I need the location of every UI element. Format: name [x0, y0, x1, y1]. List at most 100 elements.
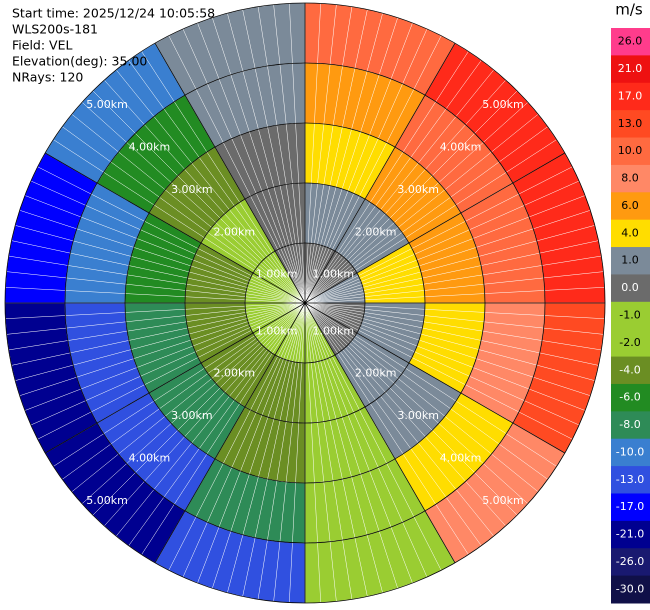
- range-label: 1.00km: [312, 324, 354, 337]
- colorbar-box: [611, 219, 650, 248]
- ray-gap: [212, 17, 306, 304]
- ray-gap: [304, 3, 321, 304]
- ray-gap: [182, 302, 306, 578]
- ray-gap: [273, 302, 306, 602]
- colorbar-box: [611, 301, 650, 330]
- ray-gap: [304, 166, 573, 304]
- ray-gap: [5, 302, 306, 319]
- ray-gap: [37, 166, 306, 304]
- header: Start time: 2025/12/24 10:05:58WLS200s-1…: [12, 6, 215, 85]
- ray-gap: [304, 126, 548, 304]
- ray-gap: [304, 90, 518, 304]
- ray-gap: [257, 302, 306, 600]
- ray-gap: [24, 302, 306, 411]
- ray-gap: [81, 102, 306, 304]
- ray-gap: [304, 9, 368, 304]
- ray-gap: [304, 302, 368, 597]
- ray-gap: [304, 302, 518, 516]
- colorbar-label: 4.0: [621, 226, 639, 239]
- colorbar-label: 17.0: [618, 89, 643, 102]
- ray-gap: [24, 195, 306, 304]
- range-label: 5.00km: [482, 494, 524, 507]
- ray-gap: [304, 79, 506, 304]
- ray-gap: [53, 139, 306, 304]
- range-label: 3.00km: [397, 183, 439, 196]
- colorbar-label: -8.0: [619, 418, 640, 431]
- colorbar-box: [611, 110, 650, 139]
- ray-gap: [304, 302, 413, 584]
- ray-gap: [92, 302, 306, 516]
- ray-gap: [15, 225, 306, 304]
- range-label: 4.00km: [129, 452, 171, 465]
- colorbar-label: -2.0: [619, 336, 640, 349]
- colorbar: m/s 26.0 21.0 17.0 13.0 10.0 8.0 6.0 4.0 1.0 0.0 -1…: [611, 1, 650, 604]
- ray-gap: [62, 126, 306, 304]
- ray-gap: [304, 60, 482, 304]
- ray-gap: [304, 302, 494, 537]
- ray-gap: [168, 35, 306, 304]
- ray-gap: [81, 302, 306, 504]
- colorbar-label: 8.0: [621, 172, 639, 185]
- ray-gap: [304, 302, 580, 426]
- ray-gap: [304, 302, 398, 589]
- ray-gap: [304, 302, 482, 546]
- ray-gap: [227, 13, 306, 304]
- colorbar-label: -26.0: [616, 555, 644, 568]
- colorbar-box: [611, 466, 650, 494]
- ray-gap: [19, 302, 306, 396]
- colorbar-label: 13.0: [618, 117, 643, 130]
- range-label: 2.00km: [214, 367, 256, 380]
- header-line: NRays: 120: [12, 70, 83, 85]
- ray-gap: [116, 302, 306, 537]
- ray-gap: [304, 302, 595, 381]
- range-label: 1.00km: [256, 324, 298, 337]
- ray-gap: [212, 302, 306, 589]
- ray-gap: [304, 302, 557, 467]
- header-line: Start time: 2025/12/24 10:05:58: [12, 6, 215, 21]
- colorbar-box: [611, 247, 650, 275]
- ray-gap: [304, 302, 591, 396]
- ray-gap: [304, 180, 580, 304]
- ray-gap: [128, 60, 306, 304]
- ray-gap: [6, 271, 306, 304]
- ray-gap: [304, 302, 548, 480]
- ray-gap: [304, 271, 604, 304]
- colorbar-label: 6.0: [621, 199, 639, 212]
- colorbar-title: m/s: [615, 1, 643, 19]
- range-label: 5.00km: [86, 98, 128, 111]
- colorbar-label: -1.0: [619, 309, 640, 322]
- ray-gap: [304, 302, 599, 366]
- range-label: 4.00km: [129, 140, 171, 153]
- ray-gap: [304, 240, 599, 304]
- ray-gap: [304, 302, 586, 411]
- colorbar-box: [611, 329, 650, 358]
- ray-gap: [304, 114, 539, 304]
- header-line: Field: VEL: [12, 38, 72, 53]
- ray-gap: [304, 302, 602, 351]
- ray-gap: [304, 302, 337, 602]
- ray-gap: [168, 302, 306, 571]
- ray-gap: [304, 302, 539, 492]
- ray-gap: [242, 9, 306, 304]
- colorbar-box: [611, 82, 650, 111]
- ray-gap: [273, 4, 306, 304]
- ray-gap: [304, 102, 529, 304]
- ray-gap: [304, 69, 494, 304]
- range-labels: 1.00km 1.00km 1.00km 1.00km 2.00km 2.00km 2.00…: [86, 98, 524, 507]
- header-line: WLS200s-181: [12, 22, 98, 37]
- ray-gap: [182, 28, 306, 304]
- velocity-field: [4, 2, 606, 604]
- ray-gap: [304, 287, 605, 304]
- colorbar-box: [611, 55, 650, 84]
- ray-gap: [304, 302, 353, 600]
- colorbar-label: 26.0: [618, 35, 643, 48]
- ray-gap: [304, 302, 506, 527]
- ray-gap: [304, 13, 383, 304]
- ray-gap: [289, 3, 306, 304]
- ray-gap: [304, 302, 529, 504]
- ray-gap: [141, 302, 306, 555]
- colorbar-label: -30.0: [616, 582, 644, 595]
- colorbar-box: [611, 356, 650, 385]
- colorbar-box: [611, 164, 650, 193]
